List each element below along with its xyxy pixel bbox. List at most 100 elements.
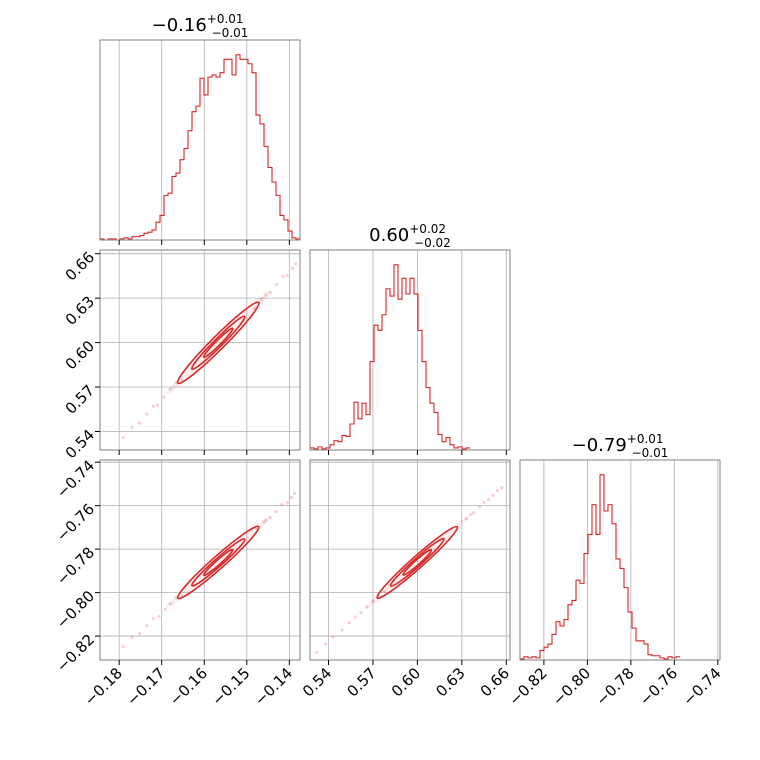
x-tick-label: −0.80	[549, 664, 594, 709]
scatter-point	[268, 516, 272, 520]
title-minus: −0.02	[414, 236, 451, 250]
x-tick-label: −0.74	[679, 664, 724, 709]
scatter-point	[500, 486, 504, 490]
title-value: −0.79	[572, 435, 627, 456]
contour-level-2	[389, 537, 445, 588]
panel-title: 0.60+0.02 −0.02	[369, 222, 451, 250]
title-plus: +0.01	[207, 12, 244, 26]
title-plus: +0.01	[627, 432, 664, 446]
scatter-point	[145, 412, 149, 416]
pair-content	[315, 486, 504, 654]
scatter-point	[155, 403, 160, 407]
x-tick-label: −0.78	[592, 664, 637, 709]
scatter-point	[137, 421, 142, 425]
scatter-point	[285, 501, 289, 505]
y-tick-label: 0.60	[62, 337, 98, 373]
scatter-point	[163, 607, 167, 612]
scatter-point	[371, 599, 375, 603]
x-tick-label: −0.82	[506, 664, 551, 709]
scatter-point	[472, 511, 476, 515]
histogram-panel-2: −0.82−0.80−0.78−0.76−0.74 −0.79+0.01 −0.01	[506, 432, 725, 709]
scatter-point	[331, 635, 335, 639]
scatter-point	[491, 493, 495, 497]
contour-level-3	[402, 548, 433, 576]
y-tick-label: −0.78	[53, 543, 98, 588]
scatter-point	[252, 306, 257, 310]
panel-title: −0.79+0.01 −0.01	[572, 432, 669, 460]
contour-level-2	[190, 315, 246, 371]
title-value: 0.60	[369, 225, 409, 246]
x-tick-label: −0.14	[251, 664, 296, 709]
histogram-steps	[520, 474, 680, 660]
axes-frame	[309, 459, 511, 661]
pair-content	[108, 262, 298, 455]
scatter-point	[383, 589, 387, 593]
histogram-panel-1: 0.60+0.02 −0.02	[309, 222, 511, 455]
scatter-point	[145, 624, 149, 628]
x-tick-label: −0.76	[636, 664, 681, 709]
y-tick-label: 0.63	[62, 292, 98, 328]
contour-level-3	[202, 548, 234, 577]
title-minus: −0.01	[212, 26, 249, 40]
contour-level-1	[176, 525, 260, 600]
histogram-steps	[310, 264, 470, 450]
title-value: −0.16	[152, 15, 207, 36]
density-band	[165, 515, 271, 610]
contour-level-3	[202, 327, 234, 359]
scatter-point	[168, 601, 172, 606]
pair-panel-1-2: 0.54 0.57 0.60 0.63 0.66	[299, 459, 513, 700]
scatter-point	[323, 642, 328, 646]
x-tick-label: 0.60	[388, 664, 424, 700]
contour-level-2	[190, 538, 246, 587]
x-tick-label: −0.15	[208, 664, 253, 709]
scatter-point	[495, 488, 500, 493]
scatter-point	[121, 435, 126, 440]
scatter-point	[274, 509, 278, 514]
scatter-point	[262, 520, 266, 524]
scatter-point	[162, 395, 166, 399]
scatter-point	[340, 628, 344, 632]
scatter-point	[280, 503, 284, 507]
scatter-point	[292, 491, 297, 495]
axes-frame	[99, 459, 301, 661]
panel-title: −0.16+0.01 −0.01	[152, 12, 249, 40]
y-tick-label: −0.74	[53, 457, 98, 502]
scatter-point	[268, 290, 272, 295]
contour-level-1	[176, 301, 260, 385]
scatter-point	[264, 518, 268, 522]
pair-content	[107, 491, 297, 660]
x-tick-label: 0.57	[343, 664, 379, 700]
scatter-point	[274, 282, 279, 287]
y-tick-label: 0.54	[62, 426, 98, 462]
y-tick-label: 0.66	[62, 248, 98, 284]
x-tick-label: −0.17	[123, 664, 168, 709]
scatter-point	[285, 273, 289, 278]
scatter-point	[315, 650, 319, 654]
x-tick-label: −0.18	[81, 664, 126, 709]
scatter-point	[151, 404, 155, 408]
scatter-point	[469, 512, 473, 516]
scatter-point	[137, 632, 142, 636]
scatter-point	[130, 635, 134, 640]
title-minus: −0.01	[632, 446, 669, 460]
scatter-point	[264, 293, 268, 297]
scatter-point	[359, 611, 363, 615]
axes-frame	[519, 459, 721, 661]
title-plus: +0.02	[409, 222, 446, 236]
x-tick-label: 0.54	[299, 664, 335, 700]
scatter-point	[168, 387, 172, 391]
scatter-point	[478, 505, 482, 509]
scatter-point	[108, 452, 111, 455]
scatter-point	[291, 266, 295, 270]
scatter-point	[151, 616, 155, 621]
density-band	[365, 516, 470, 609]
scatter-point	[281, 274, 285, 279]
axes-frame	[99, 39, 301, 241]
scatter-point	[365, 605, 369, 609]
pair-panel-0-2: −0.18−0.17−0.16−0.15−0.14 −0.82−0.80−0.78…	[53, 457, 301, 709]
y-tick-label: −0.76	[53, 500, 98, 545]
scatter-point	[130, 425, 134, 429]
scatter-point	[289, 495, 294, 500]
scatter-point	[157, 614, 161, 618]
